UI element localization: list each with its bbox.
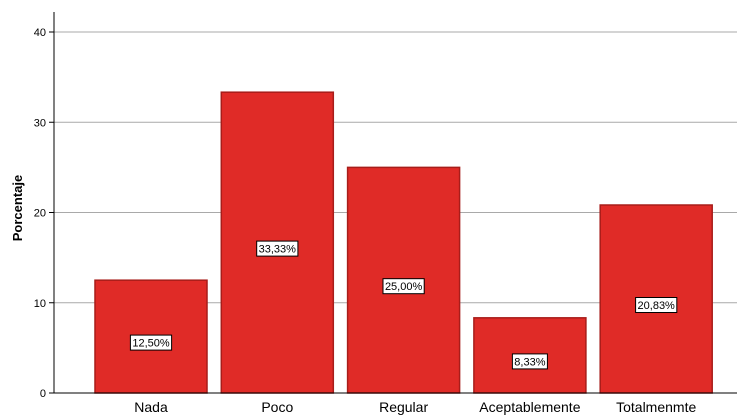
y-tick-label: 30 [34,117,46,129]
x-tick-label: Poco [261,399,293,415]
y-axis-label: Porcentaje [10,175,25,241]
bars: 12,50% 33,33% 25,00% 8,33% 20,83% [94,91,713,394]
y-tick-label: 40 [34,27,46,39]
data-label-box [635,297,678,314]
axes: 0 10 20 30 40 Nada Poco Regular Aceptablemente To… [34,12,737,415]
x-tick-label: Totalmenmte [616,399,696,415]
data-label-box [256,240,299,257]
data-label: 20,83% [638,300,676,312]
x-tick-label: Aceptablemente [479,399,580,415]
data-label-box [129,334,173,351]
data-label: 8,33% [514,356,545,368]
data-label-box [382,278,425,295]
x-tick-label: Regular [379,399,428,415]
y-tick-label: 20 [34,208,46,220]
x-tick-label: Nada [134,399,168,415]
y-tick-label: 0 [40,388,46,400]
y-tick-label: 10 [34,298,46,310]
data-label: 33,33% [259,244,297,256]
data-label: 25,00% [385,281,423,293]
data-label: 12,50% [132,338,170,350]
data-label-box [511,353,548,370]
